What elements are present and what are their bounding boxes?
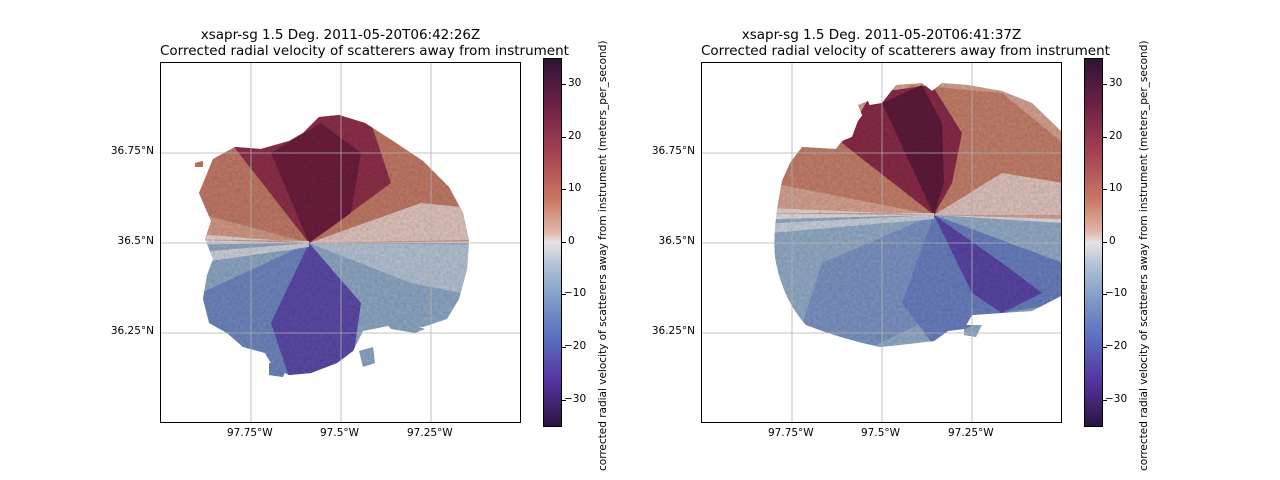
chart-subtitle: Corrected radial velocity of scatterers …: [701, 43, 1110, 59]
colorbar-tick: −30: [564, 393, 587, 405]
colorbar-tick: −10: [564, 287, 587, 299]
x-tick-label: 97.5°W: [861, 427, 901, 439]
colorbar-tick: 0: [568, 235, 575, 247]
x-tick-label: 97.25°W: [948, 427, 994, 439]
y-tick-label: 36.25°N: [651, 325, 695, 337]
chart-title: xsapr-sg 1.5 Deg. 2011-05-20T06:42:26Z: [200, 27, 481, 43]
plot-title: xsapr-sg 1.5 Deg. 2011-05-20T06:42:26Z C…: [160, 27, 569, 59]
colorbar: [1084, 58, 1103, 427]
gridlines: [161, 63, 520, 422]
colorbar-tick: 20: [1109, 130, 1123, 142]
colorbar-label: corrected radial velocity of scatterers …: [1138, 40, 1150, 471]
y-tick-label: 36.75°N: [110, 145, 154, 157]
plot-title: xsapr-sg 1.5 Deg. 2011-05-20T06:41:37Z C…: [701, 27, 1110, 59]
x-tick-label: 97.75°W: [227, 427, 273, 439]
colorbar-tick: −20: [564, 340, 587, 352]
chart-subtitle: Corrected radial velocity of scatterers …: [160, 43, 569, 59]
colorbar-tick: 20: [568, 130, 582, 142]
y-tick-label: 36.5°N: [658, 235, 695, 247]
plot-area[interactable]: [160, 62, 521, 423]
chart-title: xsapr-sg 1.5 Deg. 2011-05-20T06:41:37Z: [741, 27, 1022, 43]
colorbar-tick: 30: [568, 77, 582, 89]
colorbar-tick: 30: [1109, 77, 1123, 89]
colorbar-tick: 10: [1109, 182, 1123, 194]
y-tick-label: 36.75°N: [651, 145, 695, 157]
colorbar-tick: −30: [1105, 393, 1128, 405]
y-tick-label: 36.25°N: [110, 325, 154, 337]
plot-area[interactable]: [701, 62, 1062, 423]
gridlines: [702, 63, 1061, 422]
y-tick-label: 36.5°N: [117, 235, 154, 247]
colorbar-tick: −10: [1105, 287, 1128, 299]
radar-image: [161, 63, 520, 422]
x-tick-label: 97.75°W: [768, 427, 814, 439]
x-tick-label: 97.5°W: [320, 427, 360, 439]
colorbar-tick: −20: [1105, 340, 1128, 352]
colorbar-tick: 10: [568, 182, 582, 194]
x-tick-label: 97.25°W: [407, 427, 453, 439]
colorbar: [543, 58, 562, 427]
colorbar-tick: 0: [1109, 235, 1116, 247]
left-panel: xsapr-sg 1.5 Deg. 2011-05-20T06:42:26Z C…: [110, 27, 609, 471]
radar-image: [702, 63, 1061, 422]
